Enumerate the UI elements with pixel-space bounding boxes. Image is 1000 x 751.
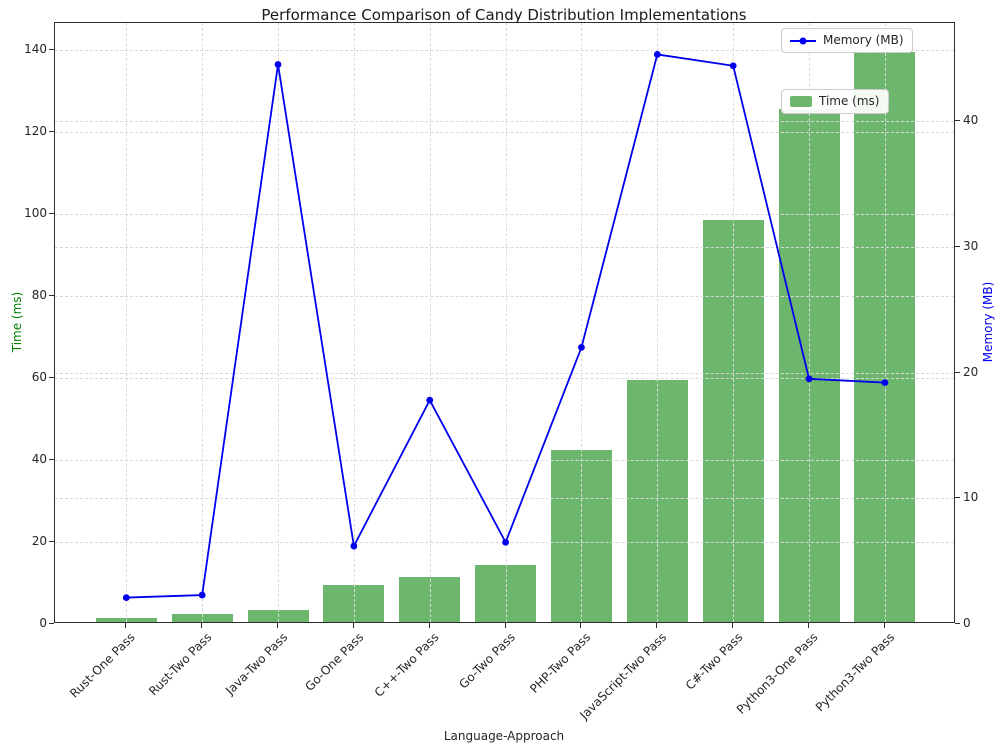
right-tick-label: 20 (963, 364, 979, 379)
x-tick (883, 623, 885, 628)
x-tick (808, 623, 810, 628)
x-tick-label: Python3-One Pass (734, 630, 821, 717)
x-tick-label: Go-One Pass (301, 630, 366, 694)
left-tick-label: 40 (31, 451, 47, 466)
right-tick-label: 0 (963, 616, 971, 630)
legend-time: Time (ms) (781, 89, 889, 114)
memory-point (122, 594, 130, 601)
memory-point (502, 538, 509, 546)
left-tick (49, 540, 54, 542)
x-tick-label: C++-Two Pass (371, 630, 442, 700)
left-tick-label: 20 (31, 533, 47, 548)
x-tick (504, 623, 506, 628)
x-tick-label: PHP-Two Pass (527, 630, 594, 697)
left-tick (49, 623, 54, 624)
legend-line-sample (790, 37, 816, 44)
x-tick (428, 623, 430, 628)
x-tick (277, 623, 279, 628)
x-tick-label: C#-Two Pass (682, 630, 746, 693)
left-tick (49, 212, 54, 214)
right-tick (955, 371, 960, 373)
right-tick-label: 30 (963, 238, 979, 253)
x-tick-label: Rust-One Pass (67, 630, 139, 701)
x-tick-label: Java-Two Pass (222, 630, 290, 698)
memory-point (805, 375, 813, 383)
x-tick (656, 623, 658, 628)
memory-point (426, 396, 434, 404)
x-tick (352, 623, 354, 628)
memory-line (126, 53, 885, 599)
right-tick-label: 40 (963, 113, 979, 128)
right-tick-label: 10 (963, 490, 979, 505)
right-tick (955, 245, 960, 247)
left-tick (49, 458, 54, 460)
memory-point (578, 343, 585, 351)
left-tick (49, 294, 54, 296)
memory-point (729, 62, 737, 70)
right-tick (955, 497, 960, 499)
memory-line-chart (122, 51, 889, 601)
right-axis-label: Memory (MB) (981, 281, 995, 363)
left-tick-label: 100 (24, 205, 47, 220)
memory-point (198, 591, 206, 599)
x-tick-label: Go-Two Pass (455, 630, 518, 692)
x-tick (125, 623, 127, 628)
left-tick (49, 130, 54, 132)
x-axis-label: Language-Approach (443, 729, 565, 743)
x-tick (580, 623, 582, 628)
x-tick (201, 623, 203, 628)
right-tick (955, 623, 960, 624)
left-tick-label: 140 (24, 41, 47, 56)
chart-title: Performance Comparison of Candy Distribu… (261, 6, 747, 24)
left-tick-label: 60 (31, 369, 47, 384)
memory-point (881, 379, 889, 386)
left-tick (49, 48, 54, 50)
left-tick-label: 120 (24, 123, 47, 138)
legend-memory: Memory (MB) (781, 28, 913, 53)
legend-memory-label: Memory (MB) (823, 33, 904, 47)
left-tick-label: 0 (39, 616, 47, 630)
x-tick-label: Rust-Two Pass (145, 630, 215, 699)
memory-point (350, 542, 358, 550)
memory-point (653, 51, 661, 58)
left-tick (49, 376, 54, 378)
memory-point (274, 61, 282, 68)
x-tick-label: JavaScript-Two Pass (577, 630, 670, 723)
legend-bar-swatch (790, 96, 812, 107)
x-tick (732, 623, 734, 628)
plot-area (54, 22, 955, 623)
left-tick-label: 80 (31, 287, 47, 302)
x-tick-label: Python3-Two Pass (812, 630, 897, 715)
legend-marker-dot (799, 37, 807, 44)
right-tick (955, 120, 960, 122)
legend-time-label: Time (ms) (819, 94, 880, 108)
